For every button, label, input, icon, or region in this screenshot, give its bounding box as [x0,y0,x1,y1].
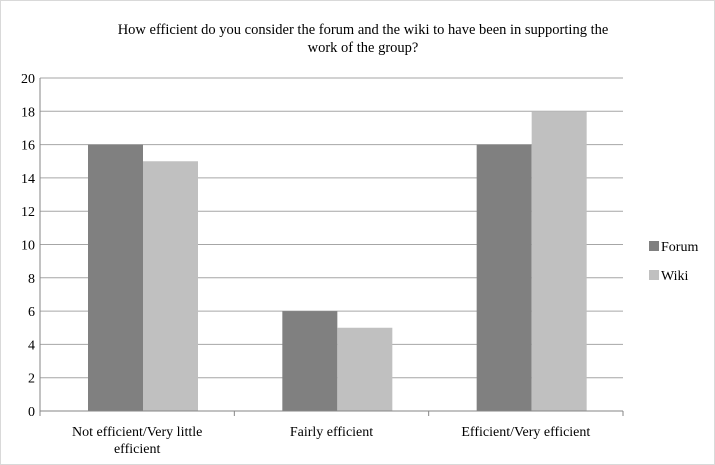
bar-forum-2 [282,311,338,411]
x-category-label-2-line-1: Fairly efficient [290,425,373,440]
y-tick-label-12: 12 [21,205,35,220]
y-axis: 0 2 4 6 8 10 12 14 16 18 20 [21,72,41,420]
legend-swatch-forum [649,241,659,251]
legend-swatch-wiki [649,270,659,280]
legend: Forum Wiki [649,240,698,284]
x-category-label-3-line-1: Efficient/Very efficient [461,425,590,440]
chart-title-line-2: work of the group? [308,40,419,56]
y-tick-label-16: 16 [21,139,35,154]
y-tick-label-4: 4 [28,338,35,353]
bar-wiki-3 [531,111,587,412]
y-tick-label-10: 10 [21,239,35,254]
y-tick-label-0: 0 [28,405,35,420]
x-axis: Not efficient/Very little efficient Fairly… [39,410,624,457]
legend-label-forum: Forum [661,240,698,255]
bar-wiki-1 [143,161,198,411]
x-category-label-1-line-2: efficient [114,442,160,457]
x-category-label-1-line-1: Not efficient/Very little [72,425,202,440]
y-tick-label-14: 14 [21,172,35,187]
chart-title-line-1: How efficient do you consider the forum … [118,22,609,38]
y-tick-label-2: 2 [28,372,35,387]
y-tick-label-20: 20 [21,72,35,87]
y-tick-label-18: 18 [21,105,35,120]
y-tick-label-8: 8 [28,272,35,287]
y-tick-label-6: 6 [28,305,35,320]
legend-label-wiki: Wiki [661,269,689,284]
bar-forum-3 [476,144,532,411]
bar-wiki-2 [337,327,393,411]
bar-forum-1 [88,144,143,411]
bars [88,111,587,412]
